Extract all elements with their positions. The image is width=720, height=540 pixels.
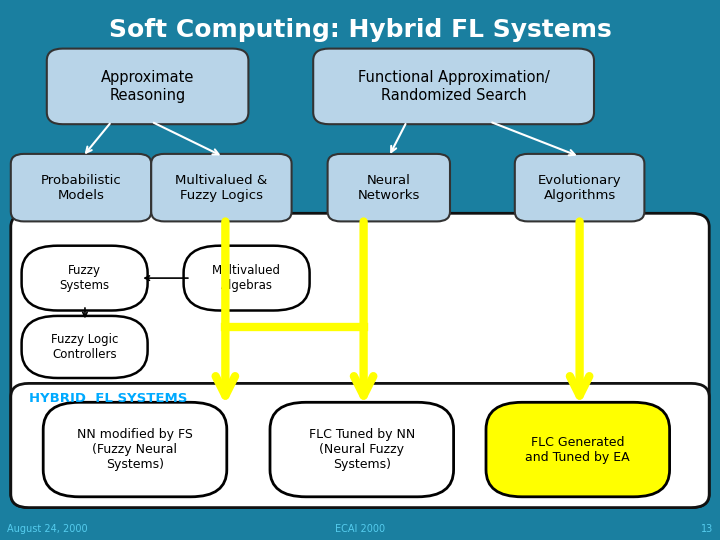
Text: 13: 13 xyxy=(701,523,713,534)
FancyBboxPatch shape xyxy=(151,154,292,221)
Text: Fuzzy Logic
Controllers: Fuzzy Logic Controllers xyxy=(51,333,118,361)
FancyBboxPatch shape xyxy=(328,154,450,221)
Text: NN modified by FS
(Fuzzy Neural
Systems): NN modified by FS (Fuzzy Neural Systems) xyxy=(77,428,193,471)
FancyBboxPatch shape xyxy=(47,49,248,124)
FancyBboxPatch shape xyxy=(22,316,148,378)
Text: ECAI 2000: ECAI 2000 xyxy=(335,523,385,534)
Text: HYBRID  FL SYSTEMS: HYBRID FL SYSTEMS xyxy=(29,392,187,405)
FancyBboxPatch shape xyxy=(270,402,454,497)
FancyBboxPatch shape xyxy=(184,246,310,310)
Text: Soft Computing: Hybrid FL Systems: Soft Computing: Hybrid FL Systems xyxy=(109,18,611,42)
Text: Evolutionary
Algorithms: Evolutionary Algorithms xyxy=(538,174,621,201)
FancyBboxPatch shape xyxy=(486,402,670,497)
Text: Probabilistic
Models: Probabilistic Models xyxy=(40,174,122,201)
Text: August 24, 2000: August 24, 2000 xyxy=(7,523,88,534)
FancyBboxPatch shape xyxy=(11,383,709,508)
Text: Multivalued
Algebras: Multivalued Algebras xyxy=(212,264,281,292)
Text: Approximate
Reasoning: Approximate Reasoning xyxy=(101,70,194,103)
FancyBboxPatch shape xyxy=(22,246,148,310)
FancyBboxPatch shape xyxy=(11,213,709,508)
Text: Fuzzy
Systems: Fuzzy Systems xyxy=(60,264,109,292)
Text: Functional Approximation/
Randomized Search: Functional Approximation/ Randomized Sea… xyxy=(358,70,549,103)
Text: FLC Generated
and Tuned by EA: FLC Generated and Tuned by EA xyxy=(526,436,630,463)
FancyBboxPatch shape xyxy=(11,154,151,221)
Text: FLC Tuned by NN
(Neural Fuzzy
Systems): FLC Tuned by NN (Neural Fuzzy Systems) xyxy=(309,428,415,471)
Text: Multivalued &
Fuzzy Logics: Multivalued & Fuzzy Logics xyxy=(175,174,268,201)
Text: Neural
Networks: Neural Networks xyxy=(358,174,420,201)
FancyBboxPatch shape xyxy=(313,49,594,124)
FancyBboxPatch shape xyxy=(515,154,644,221)
FancyBboxPatch shape xyxy=(43,402,227,497)
